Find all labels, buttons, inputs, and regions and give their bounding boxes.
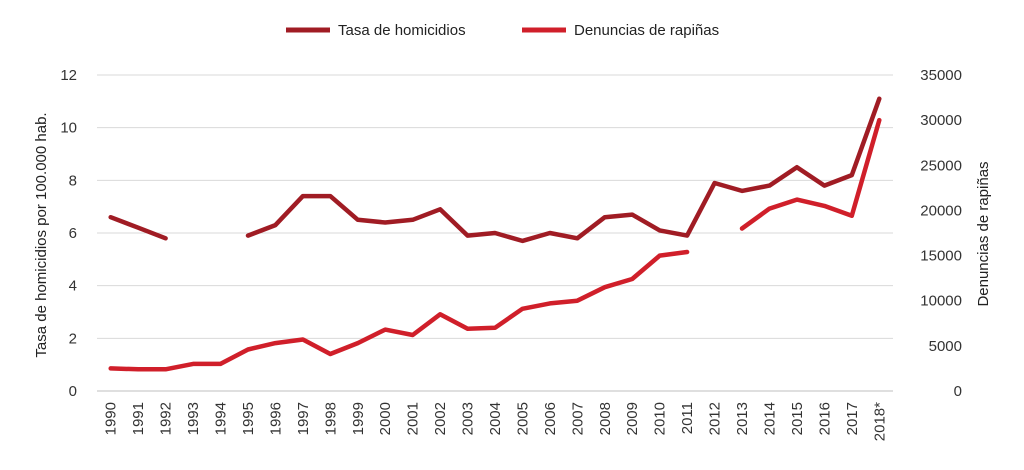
left-tick-label: 0	[69, 383, 77, 400]
x-tick-label: 1999	[350, 402, 367, 435]
legend: Tasa de homicidios Denuncias de rapiñas	[286, 22, 719, 39]
series-line-rapinas	[739, 117, 882, 231]
x-tick-label: 2015	[789, 402, 806, 435]
left-tick-label: 4	[69, 278, 77, 295]
x-tick-label: 2010	[652, 402, 669, 435]
right-axis-ticks: 0 5000 10000 15000 20000 25000 30000 35000	[920, 67, 962, 400]
x-tick-label: 2004	[487, 402, 504, 435]
series-lines	[108, 96, 882, 372]
x-tick-label: 2000	[377, 402, 394, 435]
x-tick-label: 1996	[267, 402, 284, 435]
x-tick-label: 1993	[185, 402, 202, 435]
left-tick-label: 12	[60, 67, 77, 84]
right-tick-label: 15000	[920, 248, 962, 265]
left-tick-label: 10	[60, 120, 77, 137]
left-axis-ticks: 0 2 4 6 8 10 12	[60, 67, 77, 400]
x-tick-label: 1991	[130, 402, 147, 435]
x-tick-label: 2009	[624, 402, 641, 435]
legend-label-rapinas: Denuncias de rapiñas	[574, 22, 719, 39]
x-tick-label: 2017	[844, 402, 861, 435]
left-axis-title: Tasa de homicidios por 100.000 hab.	[33, 112, 50, 357]
x-tick-label: 1992	[158, 402, 175, 435]
left-tick-label: 8	[69, 172, 77, 189]
x-tick-label: 1997	[295, 402, 312, 435]
x-tick-label: 1994	[213, 402, 230, 435]
x-tick-label: 2005	[514, 402, 531, 435]
x-tick-label: 2018*	[871, 402, 888, 441]
x-tick-label: 2011	[679, 402, 696, 434]
right-axis-title: Denuncias de rapiñas	[975, 161, 992, 306]
x-tick-label: 2016	[816, 402, 833, 435]
right-tick-label: 30000	[920, 112, 962, 129]
x-tick-label: 2006	[542, 402, 559, 435]
right-tick-label: 20000	[920, 202, 962, 219]
x-tick-label: 2013	[734, 402, 751, 435]
x-tick-label: 1990	[103, 402, 120, 435]
right-tick-label: 5000	[929, 338, 962, 355]
series-line-rapinas	[108, 249, 690, 372]
series-line-homicidios	[108, 214, 168, 241]
x-tick-label: 2014	[761, 402, 778, 435]
x-tick-label: 2008	[597, 402, 614, 435]
right-tick-label: 10000	[920, 293, 962, 310]
x-tick-label: 2012	[707, 402, 724, 435]
left-tick-label: 6	[69, 225, 77, 242]
x-tick-label: 2002	[432, 402, 449, 435]
x-tick-label: 2007	[569, 402, 586, 435]
right-tick-label: 25000	[920, 157, 962, 174]
x-tick-label: 1998	[322, 402, 339, 435]
right-tick-label: 0	[954, 383, 962, 400]
right-tick-label: 35000	[920, 67, 962, 84]
legend-label-homicidios: Tasa de homicidios	[338, 22, 466, 39]
x-axis-ticks: 1990 1991 1992 1993 1994 1995 1996 1997 1998 1999…	[103, 402, 889, 441]
grid	[97, 74, 893, 392]
left-tick-label: 2	[69, 330, 77, 347]
x-tick-label: 2003	[460, 402, 477, 435]
x-tick-label: 1995	[240, 402, 257, 435]
x-tick-label: 2001	[405, 402, 422, 435]
series-line-homicidios	[245, 96, 882, 244]
